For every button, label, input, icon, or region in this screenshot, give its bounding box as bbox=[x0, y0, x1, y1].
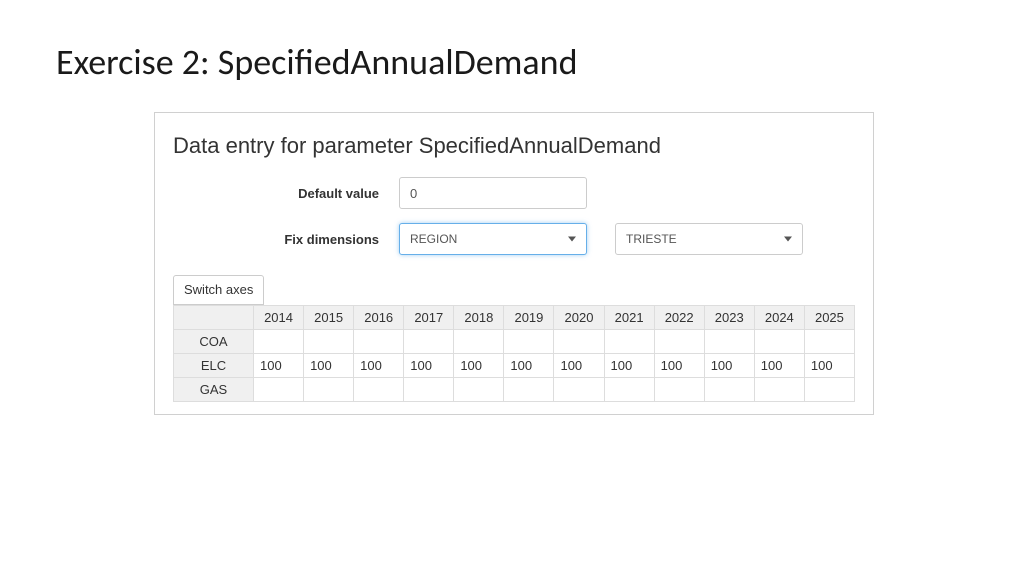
row-header: GAS bbox=[174, 378, 254, 402]
col-header: 2016 bbox=[354, 306, 404, 330]
col-header: 2018 bbox=[454, 306, 504, 330]
data-table: 2014 2015 2016 2017 2018 2019 2020 2021 … bbox=[173, 305, 855, 402]
data-cell[interactable] bbox=[554, 330, 604, 354]
data-cell[interactable] bbox=[754, 378, 804, 402]
switch-axes-button[interactable]: Switch axes bbox=[173, 275, 264, 305]
fix-dimensions-label: Fix dimensions bbox=[173, 232, 399, 247]
data-cell[interactable]: 100 bbox=[804, 354, 854, 378]
data-cell[interactable]: 100 bbox=[504, 354, 554, 378]
row-header: COA bbox=[174, 330, 254, 354]
data-cell[interactable] bbox=[504, 330, 554, 354]
data-cell[interactable] bbox=[454, 330, 504, 354]
data-cell[interactable]: 100 bbox=[654, 354, 704, 378]
data-cell[interactable] bbox=[804, 330, 854, 354]
col-header: 2014 bbox=[254, 306, 304, 330]
panel-title: Data entry for parameter SpecifiedAnnual… bbox=[173, 133, 855, 159]
data-cell[interactable] bbox=[254, 330, 304, 354]
col-header: 2021 bbox=[604, 306, 654, 330]
data-cell[interactable] bbox=[604, 378, 654, 402]
col-header: 2025 bbox=[804, 306, 854, 330]
data-cell[interactable] bbox=[354, 330, 404, 354]
chevron-down-icon bbox=[568, 237, 576, 242]
table-header-row: 2014 2015 2016 2017 2018 2019 2020 2021 … bbox=[174, 306, 855, 330]
table-row: GAS bbox=[174, 378, 855, 402]
data-cell[interactable]: 100 bbox=[604, 354, 654, 378]
data-entry-panel: Data entry for parameter SpecifiedAnnual… bbox=[154, 112, 874, 415]
table-row: COA bbox=[174, 330, 855, 354]
table-row: ELC100100100100100100100100100100100100 bbox=[174, 354, 855, 378]
data-cell[interactable] bbox=[304, 330, 354, 354]
data-cell[interactable]: 100 bbox=[754, 354, 804, 378]
dimension-select[interactable]: REGION bbox=[399, 223, 587, 255]
data-cell[interactable] bbox=[254, 378, 304, 402]
data-cell[interactable]: 100 bbox=[354, 354, 404, 378]
data-cell[interactable]: 100 bbox=[404, 354, 454, 378]
data-cell[interactable]: 100 bbox=[704, 354, 754, 378]
default-value-label: Default value bbox=[173, 186, 399, 201]
row-header: ELC bbox=[174, 354, 254, 378]
data-cell[interactable] bbox=[454, 378, 504, 402]
data-cell[interactable] bbox=[354, 378, 404, 402]
default-value-input[interactable] bbox=[399, 177, 587, 209]
table-corner-cell bbox=[174, 306, 254, 330]
data-cell[interactable] bbox=[304, 378, 354, 402]
dimension-select-value: REGION bbox=[410, 232, 457, 246]
data-cell[interactable] bbox=[504, 378, 554, 402]
col-header: 2019 bbox=[504, 306, 554, 330]
data-cell[interactable] bbox=[704, 330, 754, 354]
col-header: 2022 bbox=[654, 306, 704, 330]
data-cell[interactable] bbox=[654, 378, 704, 402]
chevron-down-icon bbox=[784, 237, 792, 242]
data-cell[interactable]: 100 bbox=[304, 354, 354, 378]
data-cell[interactable] bbox=[604, 330, 654, 354]
data-cell[interactable] bbox=[554, 378, 604, 402]
col-header: 2017 bbox=[404, 306, 454, 330]
value-select-value: TRIESTE bbox=[626, 232, 677, 246]
default-value-row: Default value bbox=[173, 177, 855, 209]
data-cell[interactable] bbox=[404, 330, 454, 354]
slide-title: Exercise 2: SpecifiedAnnualDemand bbox=[56, 40, 968, 84]
data-cell[interactable]: 100 bbox=[554, 354, 604, 378]
fix-dimensions-row: Fix dimensions REGION TRIESTE bbox=[173, 223, 855, 255]
data-cell[interactable] bbox=[804, 378, 854, 402]
col-header: 2015 bbox=[304, 306, 354, 330]
data-cell[interactable]: 100 bbox=[454, 354, 504, 378]
data-cell[interactable] bbox=[754, 330, 804, 354]
data-cell[interactable] bbox=[704, 378, 754, 402]
col-header: 2023 bbox=[704, 306, 754, 330]
value-select[interactable]: TRIESTE bbox=[615, 223, 803, 255]
col-header: 2020 bbox=[554, 306, 604, 330]
data-cell[interactable]: 100 bbox=[254, 354, 304, 378]
data-cell[interactable] bbox=[654, 330, 704, 354]
data-cell[interactable] bbox=[404, 378, 454, 402]
col-header: 2024 bbox=[754, 306, 804, 330]
